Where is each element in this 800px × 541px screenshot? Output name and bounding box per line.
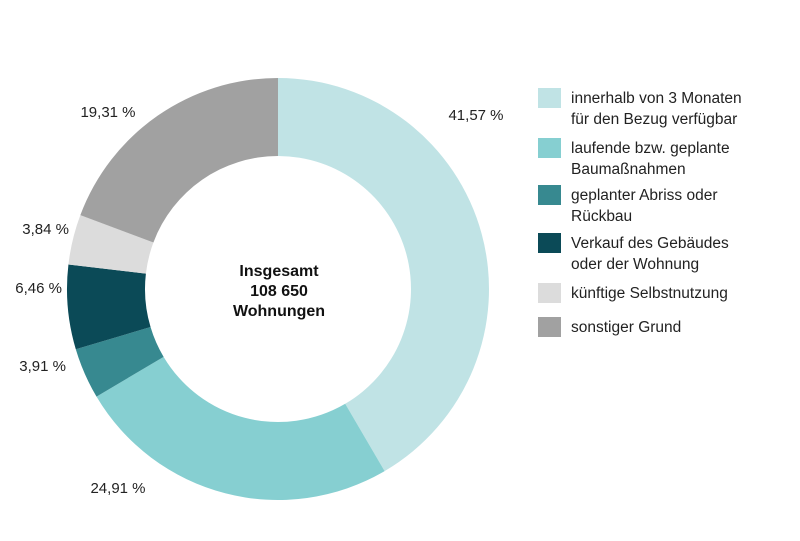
- legend-label-line-1: sonstiger Grund: [571, 319, 682, 336]
- legend-label-line-1: Verkauf des Gebäudes: [571, 235, 729, 252]
- legend-item-sonstiger-grund: sonstiger Grund: [538, 317, 681, 338]
- legend-label-line-1: künftige Selbstnutzung: [571, 285, 728, 302]
- legend-label-line-2: oder der Wohnung: [571, 256, 700, 273]
- slice-percentage-label: 41,57 %: [448, 107, 503, 124]
- legend-label-line-1: geplanter Abriss oder: [571, 187, 718, 204]
- donut-slice: [278, 78, 490, 472]
- legend-swatch: [538, 185, 561, 205]
- legend-label: innerhalb von 3 Monaten für den Bezug ve…: [571, 88, 742, 130]
- legend-label-line-1: laufende bzw. geplante: [571, 140, 730, 157]
- donut-slice: [75, 326, 164, 397]
- slice-percentage-label: 6,46 %: [15, 280, 62, 297]
- donut-slice: [96, 356, 385, 501]
- legend-swatch: [538, 317, 561, 337]
- percentage-labels: 41,57 % 24,91 % 3,91 % 6,46 % 3,84 % 19,31 %: [15, 104, 503, 497]
- legend-item-baumassnahmen: laufende bzw. geplante Baumaßnahmen: [538, 138, 730, 180]
- donut-slices: [67, 78, 490, 501]
- slice-percentage-label: 19,31 %: [80, 104, 135, 121]
- legend-swatch: [538, 138, 561, 158]
- legend-label: laufende bzw. geplante Baumaßnahmen: [571, 138, 730, 180]
- center-label-line-1: Insgesamt: [239, 263, 319, 280]
- legend-swatch: [538, 88, 561, 108]
- donut-slice: [80, 78, 278, 243]
- donut-slice: [68, 215, 154, 274]
- center-label-line-3: Wohnungen: [233, 303, 325, 320]
- slice-percentage-label: 3,84 %: [22, 221, 69, 238]
- legend-label: Verkauf des Gebäudes oder der Wohnung: [571, 233, 729, 275]
- legend-item-selbstnutzung: künftige Selbstnutzung: [538, 283, 728, 304]
- legend-label-line-2: Baumaßnahmen: [571, 161, 686, 178]
- center-label-line-2: 108 650: [250, 283, 308, 300]
- legend-item-abriss-rueckbau: geplanter Abriss oder Rückbau: [538, 185, 717, 227]
- legend-swatch: [538, 283, 561, 303]
- legend-label: sonstiger Grund: [571, 317, 681, 338]
- legend-item-innerhalb-3-monaten: innerhalb von 3 Monaten für den Bezug ve…: [538, 88, 742, 130]
- legend-item-verkauf: Verkauf des Gebäudes oder der Wohnung: [538, 233, 729, 275]
- donut-slice: [67, 264, 151, 350]
- slice-percentage-label: 3,91 %: [19, 358, 66, 375]
- slice-percentage-label: 24,91 %: [90, 480, 145, 497]
- legend-label-line-1: innerhalb von 3 Monaten: [571, 90, 742, 107]
- legend-label: künftige Selbstnutzung: [571, 283, 728, 304]
- legend-label-line-2: für den Bezug verfügbar: [571, 111, 738, 128]
- legend-label-line-2: Rückbau: [571, 208, 633, 225]
- legend-swatch: [538, 233, 561, 253]
- legend-label: geplanter Abriss oder Rückbau: [571, 185, 717, 227]
